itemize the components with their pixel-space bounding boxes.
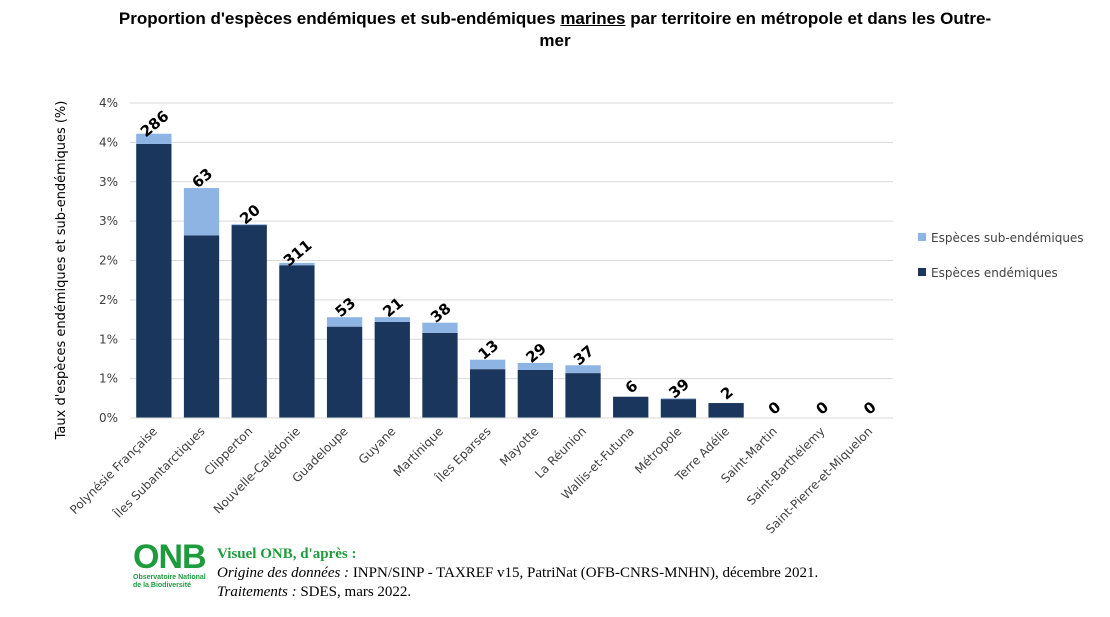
y-tick-label: 2% xyxy=(99,254,118,268)
bar-segment xyxy=(183,188,220,236)
bar-segment xyxy=(708,403,744,418)
y-tick-label: 3% xyxy=(99,214,118,228)
bar-segment xyxy=(517,369,553,418)
data-label: 2 xyxy=(717,383,737,403)
title-part: marines xyxy=(560,9,626,28)
bar-segment xyxy=(231,224,267,226)
bar-segment xyxy=(326,317,363,327)
legend-swatch xyxy=(918,268,926,276)
y-axis-label: Taux d'espèces endémiques et sub-endémiq… xyxy=(54,101,69,441)
bar-segment xyxy=(374,321,410,418)
y-tick-label: 0% xyxy=(99,411,118,425)
logo-subtitle: Observatoire National de la Biodiversité xyxy=(133,574,206,589)
bar-segment xyxy=(613,396,649,418)
y-tick-label: 1% xyxy=(99,332,118,346)
chart: 0% 1% 1% 2% 2% 3% 3% 4% 4% Taux d'espèces endémiq… xyxy=(54,96,1084,536)
legend-label: Espèces endémiques xyxy=(931,266,1058,280)
source-heading: Visuel ONB, d'après : xyxy=(217,546,357,562)
title-part: Proportion d'espèces endémiques et sub-e… xyxy=(118,9,561,28)
y-tick-label: 2% xyxy=(99,293,118,307)
title-part: par territoire en métropole et dans les … xyxy=(539,9,992,50)
bar-segment xyxy=(422,332,458,418)
bar-segment xyxy=(136,143,172,418)
legend-label: Espèces sub-endémiques xyxy=(931,231,1084,245)
bar-segment xyxy=(660,399,697,418)
bar-segment xyxy=(517,362,553,370)
bar-segment xyxy=(374,317,410,322)
logo-text: ONB xyxy=(133,538,207,576)
bar-segment xyxy=(422,322,458,333)
bar-segment xyxy=(660,398,697,400)
data-label: 20 xyxy=(236,201,264,228)
data-label: 38 xyxy=(427,299,455,326)
data-label: 53 xyxy=(332,294,360,321)
data-label: 29 xyxy=(522,339,550,366)
bar-segment xyxy=(565,365,601,374)
bar-segment xyxy=(326,326,363,418)
data-label: 6 xyxy=(622,377,642,397)
source-key: Traitements : xyxy=(217,584,297,600)
bar-segment xyxy=(183,235,220,418)
data-label: 63 xyxy=(189,165,217,192)
bar-segment xyxy=(279,262,315,266)
data-label: 37 xyxy=(570,342,598,369)
source: Visuel ONB, d'après : Origine des donnée… xyxy=(217,545,818,602)
bar-segment xyxy=(470,369,506,418)
chart-title: Proportion d'espèces endémiques et sub-e… xyxy=(115,8,995,52)
source-text: SDES, mars 2022. xyxy=(296,584,412,600)
data-label: 0 xyxy=(812,398,832,418)
bar-segment xyxy=(231,225,267,418)
bar-segment xyxy=(565,373,601,418)
source-line: Traitements : SDES, mars 2022. xyxy=(217,583,818,602)
data-label: 13 xyxy=(475,336,503,363)
y-tick-label: 4% xyxy=(99,135,118,149)
x-tick-label: Guyane xyxy=(356,424,399,467)
y-tick-label: 1% xyxy=(99,372,118,386)
data-label: 0 xyxy=(860,398,880,418)
y-tick-label: 3% xyxy=(99,175,118,189)
bar-segment xyxy=(470,359,506,370)
source-key: Origine des données : xyxy=(217,565,350,581)
x-tick-label: Îles Subantarctiques xyxy=(110,424,208,522)
data-label: 0 xyxy=(765,398,785,418)
source-line: Origine des données : INPN/SINP - TAXREF… xyxy=(217,564,818,583)
x-tick-label: Nouvelle-Calédonie xyxy=(211,424,303,516)
x-tick-label: Mayotte xyxy=(497,424,542,469)
bar-segment xyxy=(136,133,172,144)
source-text: INPN/SINP - TAXREF v15, PatriNat (OFB-CN… xyxy=(349,565,819,581)
bar-segment xyxy=(279,265,315,418)
x-tick-label: Polynésie Française xyxy=(67,424,160,517)
logo: ONB Observatoire National de la Biodiver… xyxy=(133,540,213,590)
data-label: 21 xyxy=(379,294,407,321)
y-tick-label: 4% xyxy=(99,96,118,110)
legend-swatch xyxy=(918,233,926,241)
